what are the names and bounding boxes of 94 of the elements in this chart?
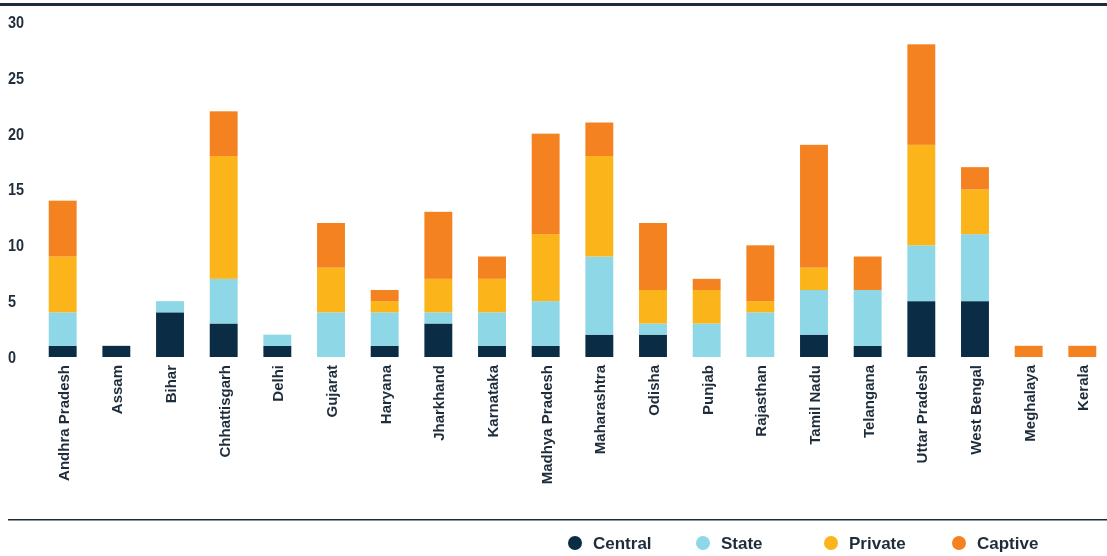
x-tick-label: Karnataka bbox=[484, 364, 501, 438]
bar bbox=[692, 278, 721, 290]
x-tick-label: Gujarat bbox=[323, 365, 341, 418]
x-tick-label: Bihar bbox=[162, 364, 180, 404]
x-tick-label: Delhi bbox=[269, 365, 287, 402]
bar bbox=[424, 312, 453, 324]
bar bbox=[370, 345, 399, 357]
y-tick-label: 5 bbox=[8, 292, 17, 311]
bar bbox=[209, 278, 238, 324]
bar bbox=[639, 223, 667, 290]
x-tick-label: Haryana bbox=[376, 364, 394, 425]
bar bbox=[853, 345, 882, 357]
bar bbox=[907, 144, 936, 246]
x-tick-label: Telangana bbox=[859, 364, 877, 439]
bar bbox=[800, 267, 828, 290]
x-tick-label: Andhra Pradesh bbox=[54, 365, 72, 481]
legend-label: State bbox=[721, 534, 763, 553]
bar bbox=[639, 323, 667, 335]
y-tick-label: 20 bbox=[8, 124, 25, 143]
bar bbox=[317, 223, 345, 268]
legend-label: Private bbox=[849, 534, 906, 553]
bar bbox=[317, 267, 345, 313]
y-tick-label: 15 bbox=[8, 180, 25, 199]
bar bbox=[585, 156, 614, 257]
bar bbox=[531, 301, 560, 346]
x-tick-label: Tamil Nadu bbox=[805, 365, 823, 445]
legend-label: Captive bbox=[977, 534, 1039, 553]
bar bbox=[370, 312, 399, 346]
bar bbox=[102, 345, 131, 357]
bar bbox=[263, 334, 292, 346]
bar bbox=[961, 301, 989, 357]
bar bbox=[48, 345, 77, 357]
bar bbox=[478, 256, 506, 279]
x-tick-label: Uttar Pradesh bbox=[913, 365, 931, 464]
bar bbox=[907, 245, 936, 302]
y-tick-label: 0 bbox=[8, 347, 17, 367]
bar bbox=[907, 301, 936, 357]
x-tick-label: Jharkhand bbox=[430, 365, 448, 441]
bar bbox=[585, 256, 614, 335]
x-tick-label: Meghalaya bbox=[1020, 364, 1038, 442]
x-tick-label: West Bengal bbox=[966, 365, 984, 455]
x-tick-label: Assam bbox=[108, 365, 126, 415]
bar bbox=[478, 345, 506, 357]
bar bbox=[48, 256, 77, 313]
x-tick-label: Maharashtra bbox=[591, 364, 609, 455]
bar bbox=[531, 234, 560, 302]
bar bbox=[209, 323, 238, 357]
bar bbox=[961, 189, 989, 235]
bar bbox=[800, 334, 828, 357]
bar bbox=[746, 312, 775, 357]
bar bbox=[853, 256, 882, 290]
bar bbox=[585, 122, 614, 156]
bar bbox=[317, 312, 345, 357]
legend-label: Central bbox=[593, 534, 652, 553]
bar bbox=[639, 290, 667, 324]
bar bbox=[531, 133, 560, 235]
x-tick-label: Madhya Pradesh bbox=[537, 365, 555, 485]
bar bbox=[156, 301, 184, 313]
bar bbox=[370, 301, 399, 313]
bar bbox=[48, 200, 77, 257]
bar bbox=[692, 323, 721, 357]
x-tick-label: Kerala bbox=[1074, 364, 1092, 411]
bar bbox=[961, 167, 989, 190]
bar bbox=[424, 278, 453, 313]
bar bbox=[209, 156, 238, 279]
bar bbox=[585, 334, 614, 357]
bar bbox=[263, 345, 292, 357]
bar bbox=[1068, 345, 1097, 357]
bar bbox=[692, 290, 721, 324]
bar bbox=[639, 334, 667, 357]
x-tick-label: Rajasthan bbox=[752, 365, 770, 437]
bar bbox=[746, 245, 775, 302]
y-tick-label: 10 bbox=[8, 236, 25, 255]
bar bbox=[746, 301, 775, 313]
y-tick-label: 25 bbox=[8, 68, 25, 88]
bar bbox=[478, 312, 506, 346]
x-tick-label: Odisha bbox=[645, 364, 662, 416]
bar bbox=[961, 234, 989, 302]
bar bbox=[800, 290, 828, 335]
bar bbox=[907, 44, 936, 145]
bar bbox=[800, 144, 828, 268]
bar bbox=[531, 345, 560, 357]
bar bbox=[424, 211, 453, 279]
bar bbox=[209, 111, 238, 156]
bar bbox=[370, 290, 399, 302]
bar bbox=[478, 278, 506, 313]
y-tick-label: 30 bbox=[8, 12, 25, 32]
x-tick-label: Punjab bbox=[698, 365, 716, 416]
x-tick-label: Chhattisgarh bbox=[215, 365, 233, 458]
bar bbox=[853, 290, 882, 346]
bar bbox=[1014, 345, 1043, 357]
bar bbox=[156, 312, 184, 357]
bar bbox=[48, 312, 77, 346]
bar bbox=[424, 323, 453, 357]
